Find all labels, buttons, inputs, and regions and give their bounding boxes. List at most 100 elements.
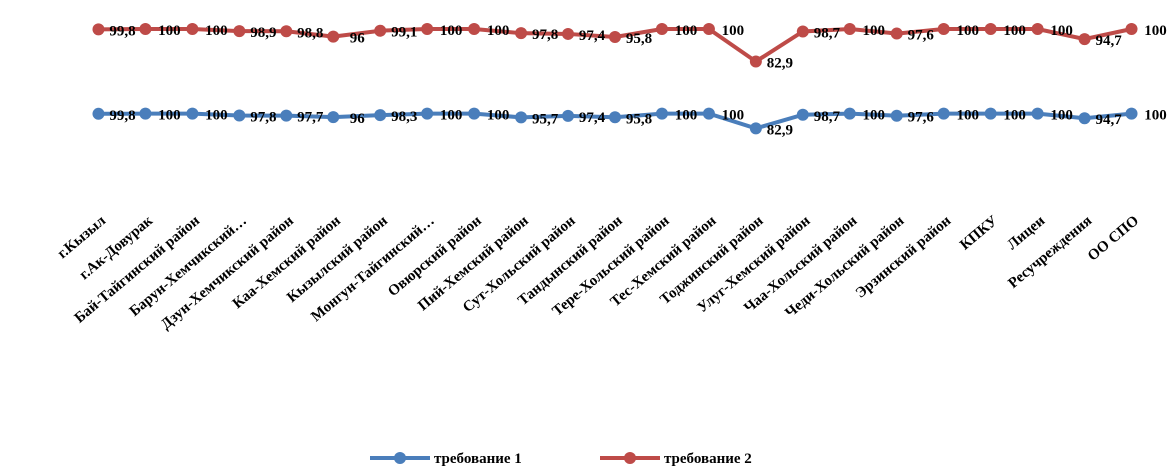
data-point <box>92 23 105 36</box>
data-point <box>937 23 950 35</box>
data-point <box>186 107 199 120</box>
data-label: 95,8 <box>626 111 652 127</box>
data-label: 100 <box>487 23 510 39</box>
data-point <box>562 109 575 122</box>
data-label: 100 <box>440 108 463 124</box>
data-label: 97,6 <box>908 110 935 126</box>
data-point <box>280 25 293 38</box>
data-label: 97,4 <box>579 110 606 126</box>
data-label: 98,7 <box>814 109 841 125</box>
legend-marker <box>624 452 636 464</box>
data-label: 82,9 <box>767 122 793 138</box>
data-label: 94,7 <box>1095 33 1122 49</box>
data-label: 94,7 <box>1095 112 1122 128</box>
data-label: 100 <box>158 23 181 39</box>
data-point <box>562 27 575 40</box>
data-point <box>1125 107 1138 120</box>
data-point <box>92 107 105 120</box>
data-label: 97,8 <box>532 27 558 43</box>
data-label: 100 <box>956 108 979 124</box>
data-point <box>702 23 715 35</box>
data-point <box>1125 23 1138 35</box>
data-point <box>186 23 199 35</box>
legend-label: требование 2 <box>664 451 752 467</box>
data-label: 96 <box>350 31 366 47</box>
data-point <box>655 23 668 35</box>
data-label: 97,4 <box>579 28 606 44</box>
data-point <box>843 107 856 120</box>
data-point <box>749 122 762 135</box>
data-label: 100 <box>205 23 228 39</box>
data-point <box>1031 23 1044 35</box>
data-point <box>1078 112 1091 125</box>
data-point <box>609 111 621 124</box>
data-label: 97,7 <box>297 110 324 126</box>
data-label: 100 <box>440 23 463 39</box>
data-label: 97,8 <box>250 110 276 126</box>
data-label: 97,6 <box>908 28 935 44</box>
data-label: 100 <box>1050 23 1073 39</box>
data-point <box>515 27 528 40</box>
x-tick-label: Лицеи <box>1004 213 1048 254</box>
data-label: 100 <box>956 23 979 39</box>
data-label: 95,7 <box>532 111 559 127</box>
x-tick-label: КПКУ <box>957 213 1001 254</box>
data-point <box>796 25 809 38</box>
data-point <box>421 23 434 35</box>
data-point <box>843 23 856 35</box>
x-tick-label: ОО СПО <box>1085 213 1142 265</box>
data-label: 82,9 <box>767 55 793 71</box>
data-point <box>139 107 152 120</box>
data-point <box>280 109 293 122</box>
data-label: 98,8 <box>297 25 323 41</box>
data-point <box>890 27 903 40</box>
data-label: 96 <box>350 111 366 127</box>
x-tick-label: Ресучреждения <box>1005 213 1095 292</box>
data-label: 100 <box>1144 108 1167 124</box>
data-point <box>890 109 903 122</box>
data-point <box>139 23 152 35</box>
data-point <box>984 23 997 35</box>
data-label: 100 <box>158 108 181 124</box>
data-label: 100 <box>1003 23 1026 39</box>
data-label: 100 <box>487 108 510 124</box>
data-point <box>327 30 340 43</box>
data-point <box>702 107 715 120</box>
data-label: 98,3 <box>391 109 417 125</box>
data-label: 100 <box>1050 108 1073 124</box>
data-point <box>421 107 434 120</box>
data-point <box>796 108 809 121</box>
data-label: 100 <box>1003 108 1026 124</box>
data-point <box>233 25 246 38</box>
data-label: 100 <box>675 108 698 124</box>
data-label: 100 <box>722 23 745 39</box>
data-point <box>327 111 340 124</box>
data-point <box>609 30 621 43</box>
data-point <box>233 109 246 122</box>
data-point <box>937 107 950 120</box>
data-point <box>468 107 481 120</box>
data-label: 100 <box>863 23 886 39</box>
data-label: 98,7 <box>814 25 841 41</box>
data-label: 100 <box>675 23 698 39</box>
data-point <box>468 23 481 35</box>
data-point <box>515 111 528 124</box>
data-label: 100 <box>1144 23 1167 39</box>
data-point <box>1078 33 1091 46</box>
data-label: 98,9 <box>250 25 276 41</box>
data-point <box>749 55 762 68</box>
data-label: 100 <box>205 108 228 124</box>
data-label: 100 <box>722 108 745 124</box>
data-label: 100 <box>863 108 886 124</box>
data-point <box>374 109 387 122</box>
legend-label: требование 1 <box>434 451 522 467</box>
legend-marker <box>394 452 406 464</box>
data-point <box>1031 107 1044 120</box>
data-point <box>984 107 997 120</box>
data-point <box>655 107 668 120</box>
data-label: 99,8 <box>109 23 135 39</box>
data-label: 99,1 <box>391 25 417 41</box>
data-label: 95,8 <box>626 31 652 47</box>
data-point <box>374 24 387 37</box>
